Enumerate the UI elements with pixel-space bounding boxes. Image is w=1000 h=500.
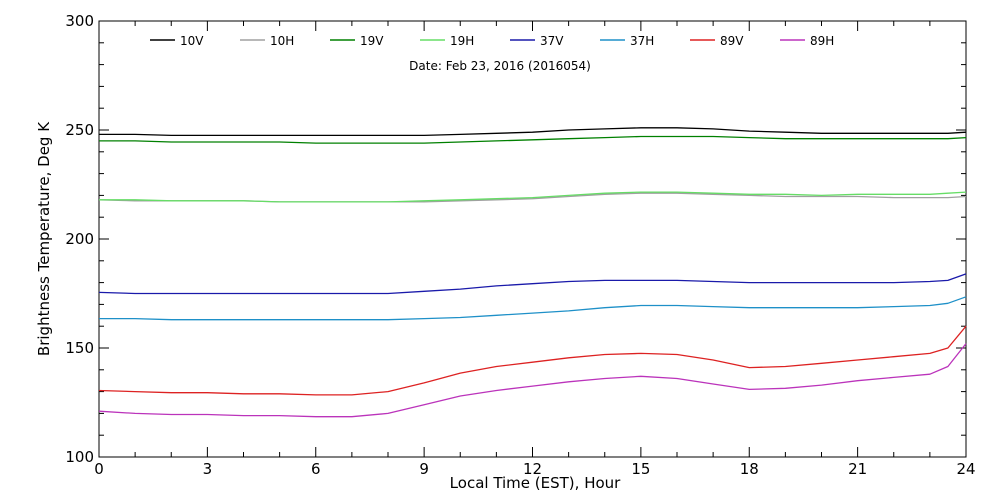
legend-label-89h: 89H bbox=[810, 34, 834, 48]
legend: 10V 10H 19V 19H 37V 37H 89V 89H bbox=[150, 34, 834, 48]
series-line-10v bbox=[99, 127, 967, 137]
x-tick-label: 24 bbox=[956, 460, 975, 478]
x-tick-label: 9 bbox=[419, 460, 429, 478]
x-tick-label: 15 bbox=[631, 460, 650, 478]
x-tick-label: 3 bbox=[203, 460, 213, 478]
series-line-19h bbox=[99, 191, 967, 203]
legend-label-19h: 19H bbox=[450, 34, 474, 48]
y-tick-label: 250 bbox=[65, 121, 94, 139]
legend-label-10h: 10H bbox=[270, 34, 294, 48]
legend-label-19v: 19V bbox=[360, 34, 384, 48]
y-tick-label: 200 bbox=[65, 230, 94, 248]
x-tick-label: 12 bbox=[523, 460, 542, 478]
legend-label-37v: 37V bbox=[540, 34, 564, 48]
y-tick-label: 100 bbox=[65, 448, 94, 466]
x-axis-ticks: 0 3 6 9 12 15 18 21 24 bbox=[94, 21, 976, 478]
series-line-37v bbox=[98, 273, 967, 295]
legend-label-89v: 89V bbox=[720, 34, 744, 48]
legend-label-37h: 37H bbox=[630, 34, 654, 48]
date-annotation: Date: Feb 23, 2016 (2016054) bbox=[409, 59, 591, 73]
plot-border bbox=[98, 20, 967, 458]
x-tick-label: 0 bbox=[94, 460, 104, 478]
x-tick-label: 21 bbox=[848, 460, 867, 478]
plot-frame bbox=[98, 20, 967, 458]
series-lines bbox=[98, 127, 967, 418]
x-tick-label: 6 bbox=[311, 460, 321, 478]
y-tick-label: 300 bbox=[65, 12, 94, 30]
legend-label-10v: 10V bbox=[180, 34, 204, 48]
series-line-89v bbox=[98, 325, 967, 396]
y-tick-label: 150 bbox=[65, 339, 94, 357]
x-tick-label: 18 bbox=[740, 460, 759, 478]
y-axis-title: Brightness Temperature, Deg K bbox=[35, 121, 53, 356]
series-line-37h bbox=[99, 296, 967, 321]
x-axis-title: Local Time (EST), Hour bbox=[450, 474, 621, 492]
series-line-89h bbox=[98, 343, 967, 418]
y-axis-ticks: 100 150 200 250 300 bbox=[65, 12, 966, 466]
series-line-19v bbox=[99, 135, 967, 144]
